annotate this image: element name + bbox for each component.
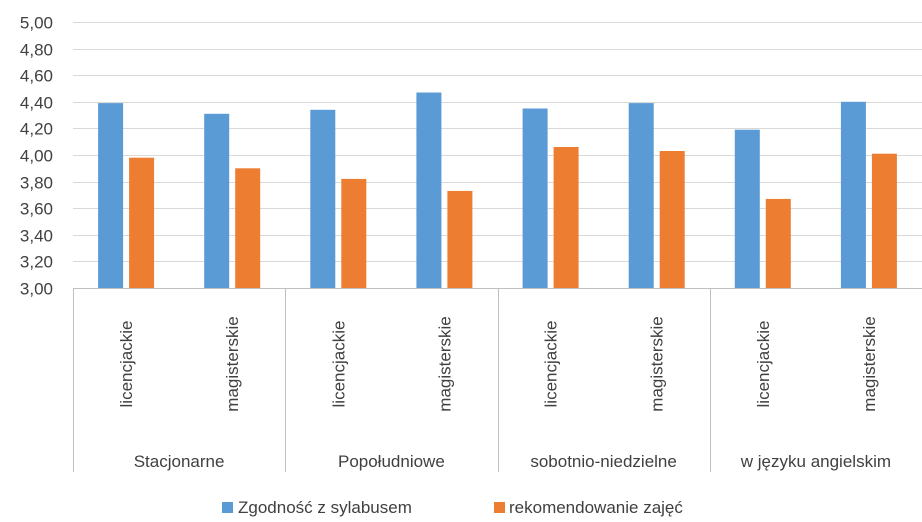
bar-series-1 xyxy=(628,103,654,288)
y-axis-ticks: 3,00 3,20 3,40 3,60 3,80 4,00 4,20 4,40 4,60 4,80… xyxy=(20,14,53,299)
bars xyxy=(98,92,897,288)
grid-lines xyxy=(73,22,922,262)
y-tick-label: 4,80 xyxy=(20,41,53,60)
x-category-label: magisterskie xyxy=(648,316,667,411)
bar-series-1 xyxy=(522,108,548,288)
y-tick-label: 4,60 xyxy=(20,67,53,86)
bar-series-2 xyxy=(871,153,897,288)
x-category-label: magisterskie xyxy=(435,316,454,411)
bar-series-2 xyxy=(235,168,261,288)
x-category-label: magisterskie xyxy=(223,316,242,411)
x-group-label: Stacjonarne xyxy=(134,452,225,471)
legend-label: Zgodność z sylabusem xyxy=(238,498,412,517)
x-category-label: licencjackie xyxy=(754,321,773,408)
bar-series-1 xyxy=(310,109,336,288)
bar-series-2 xyxy=(553,147,579,288)
x-group-label: sobotnio-niedzielne xyxy=(530,452,677,471)
x-axis-groups: Stacjonarne Popołudniowe sobotnio-niedziel… xyxy=(134,452,891,471)
bar-series-1 xyxy=(734,129,760,288)
bar-series-1 xyxy=(840,101,866,288)
x-category-label: licencjackie xyxy=(329,321,348,408)
y-tick-label: 3,20 xyxy=(20,253,53,272)
y-tick-label: 3,60 xyxy=(20,200,53,219)
bar-series-2 xyxy=(129,157,155,288)
legend-swatch xyxy=(222,502,233,513)
legend-label: rekomendowanie zajęć xyxy=(509,498,683,517)
y-tick-label: 4,00 xyxy=(20,147,53,166)
x-category-label: licencjackie xyxy=(542,321,561,408)
bar-series-2 xyxy=(659,151,685,288)
bar-series-1 xyxy=(416,92,442,288)
x-group-label: Popołudniowe xyxy=(338,452,445,471)
y-tick-label: 3,00 xyxy=(20,280,53,299)
legend-swatch xyxy=(494,502,505,513)
bar-series-1 xyxy=(98,103,124,288)
bar-series-2 xyxy=(341,178,367,288)
y-tick-label: 5,00 xyxy=(20,14,53,33)
x-axis-categories: licencjackie magisterskie licencjackie magi… xyxy=(117,316,879,411)
bar-series-2 xyxy=(765,198,791,288)
y-tick-label: 3,80 xyxy=(20,174,53,193)
bar-series-1 xyxy=(204,113,230,288)
y-tick-label: 4,20 xyxy=(20,120,53,139)
x-group-label: w języku angielskim xyxy=(740,452,891,471)
y-tick-label: 4,40 xyxy=(20,94,53,113)
x-category-label: licencjackie xyxy=(117,321,136,408)
x-axis xyxy=(73,288,922,472)
y-tick-label: 3,40 xyxy=(20,227,53,246)
x-category-label: magisterskie xyxy=(860,316,879,411)
legend: Zgodność z sylabusem rekomendowanie zajęć xyxy=(222,498,683,517)
bar-series-2 xyxy=(447,190,473,288)
